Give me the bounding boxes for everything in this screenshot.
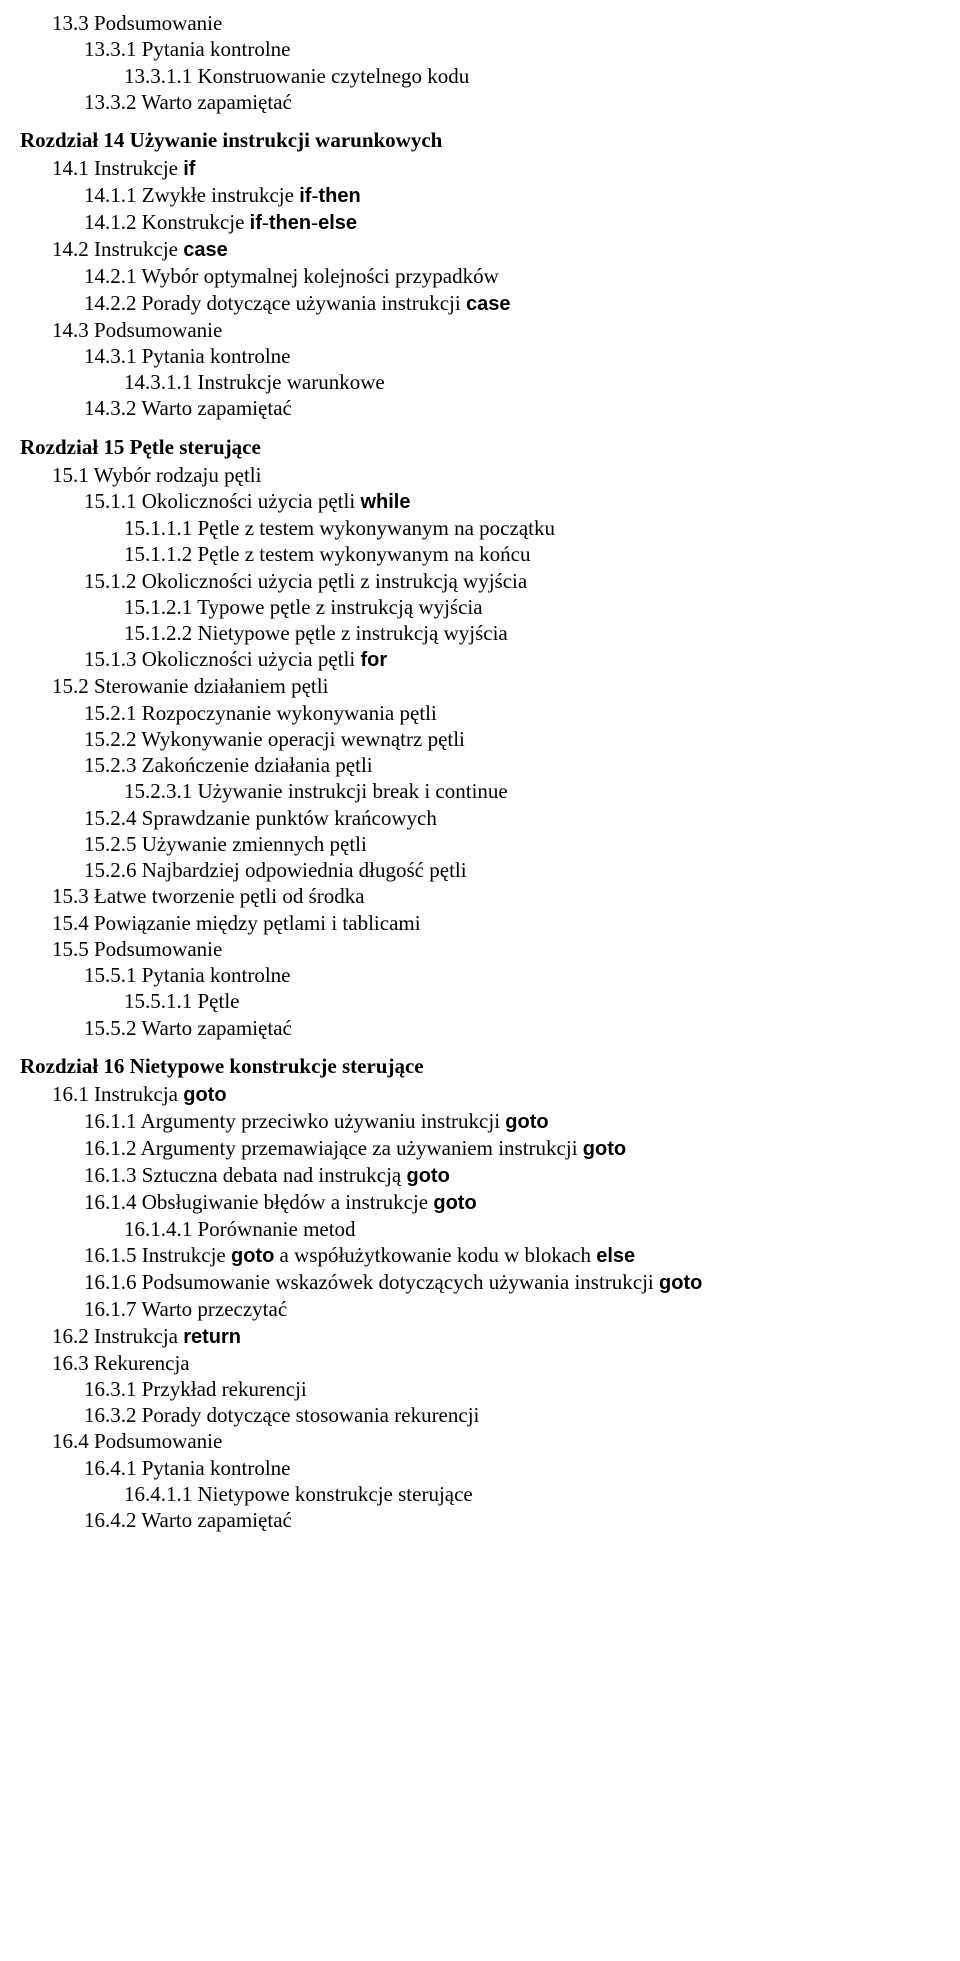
toc-line: 15.5.1.1 Pętle [124,988,940,1014]
toc-line: 13.3.2 Warto zapamiętać [84,89,940,115]
toc-line: 16.1.4 Obsługiwanie błędów a instrukcje … [84,1189,940,1216]
toc-line: 15.1.1.2 Pętle z testem wykonywanym na k… [124,541,940,567]
toc-line: 14.3.1 Pytania kontrolne [84,343,940,369]
toc-line: Rozdział 14 Używanie instrukcji warunkow… [20,127,940,153]
toc-line: 16.1.5 Instrukcje goto a współużytkowani… [84,1242,940,1269]
toc-line: 15.1 Wybór rodzaju pętli [52,462,940,488]
toc-line: 16.3.1 Przykład rekurencji [84,1376,940,1402]
toc-line: 16.1.4.1 Porównanie metod [124,1216,940,1242]
toc-line: 16.1 Instrukcja goto [52,1081,940,1108]
toc-line: 15.2.2 Wykonywanie operacji wewnątrz pęt… [84,726,940,752]
toc-line: 14.1.1 Zwykłe instrukcje if-then [84,182,940,209]
toc-line: 15.1.2.2 Nietypowe pętle z instrukcją wy… [124,620,940,646]
toc-line: 14.1 Instrukcje if [52,155,940,182]
toc-line: 15.2.1 Rozpoczynanie wykonywania pętli [84,700,940,726]
toc-line: Rozdział 15 Pętle sterujące [20,434,940,460]
toc-line: 15.5.2 Warto zapamiętać [84,1015,940,1041]
toc-line: Rozdział 16 Nietypowe konstrukcje steruj… [20,1053,940,1079]
toc-line: 15.2.5 Używanie zmiennych pętli [84,831,940,857]
toc-line: 15.1.1 Okoliczności użycia pętli while [84,488,940,515]
toc-line: 16.1.2 Argumenty przemawiające za używan… [84,1135,940,1162]
toc-line: 13.3.1 Pytania kontrolne [84,36,940,62]
toc-line: 16.1.3 Sztuczna debata nad instrukcją go… [84,1162,940,1189]
toc-line: 15.1.3 Okoliczności użycia pętli for [84,646,940,673]
toc-line: 15.2 Sterowanie działaniem pętli [52,673,940,699]
toc-line: 15.2.3.1 Używanie instrukcji break i con… [124,778,940,804]
toc-line: 15.4 Powiązanie między pętlami i tablica… [52,910,940,936]
toc-line: 15.5.1 Pytania kontrolne [84,962,940,988]
toc-line: 15.1.2.1 Typowe pętle z instrukcją wyjśc… [124,594,940,620]
toc-line: 16.4.1.1 Nietypowe konstrukcje sterujące [124,1481,940,1507]
toc-line: 15.5 Podsumowanie [52,936,940,962]
toc-line: 14.3.1.1 Instrukcje warunkowe [124,369,940,395]
toc-line: 16.4 Podsumowanie [52,1428,940,1454]
toc-line: 14.2.2 Porady dotyczące używania instruk… [84,290,940,317]
toc-line: 16.2 Instrukcja return [52,1323,940,1350]
toc-line: 14.1.2 Konstrukcje if-then-else [84,209,940,236]
toc-line: 16.1.6 Podsumowanie wskazówek dotyczącyc… [84,1269,940,1296]
toc-line: 15.3 Łatwe tworzenie pętli od środka [52,883,940,909]
toc-line: 13.3 Podsumowanie [52,10,940,36]
toc-line: 16.1.7 Warto przeczytać [84,1296,940,1322]
toc-line: 14.3 Podsumowanie [52,317,940,343]
toc-line: 15.2.6 Najbardziej odpowiednia długość p… [84,857,940,883]
toc-line: 13.3.1.1 Konstruowanie czytelnego kodu [124,63,940,89]
toc-line: 14.2.1 Wybór optymalnej kolejności przyp… [84,263,940,289]
toc-line: 16.4.2 Warto zapamiętać [84,1507,940,1533]
toc-line: 15.2.4 Sprawdzanie punktów krańcowych [84,805,940,831]
toc-line: 15.2.3 Zakończenie działania pętli [84,752,940,778]
toc-line: 14.3.2 Warto zapamiętać [84,395,940,421]
toc-line: 16.4.1 Pytania kontrolne [84,1455,940,1481]
toc-line: 15.1.2 Okoliczności użycia pętli z instr… [84,568,940,594]
toc-line: 16.3.2 Porady dotyczące stosowania rekur… [84,1402,940,1428]
toc-page: 13.3 Podsumowanie13.3.1 Pytania kontroln… [0,0,960,1573]
toc-line: 16.3 Rekurencja [52,1350,940,1376]
toc-line: 16.1.1 Argumenty przeciwko używaniu inst… [84,1108,940,1135]
toc-line: 15.1.1.1 Pętle z testem wykonywanym na p… [124,515,940,541]
toc-line: 14.2 Instrukcje case [52,236,940,263]
